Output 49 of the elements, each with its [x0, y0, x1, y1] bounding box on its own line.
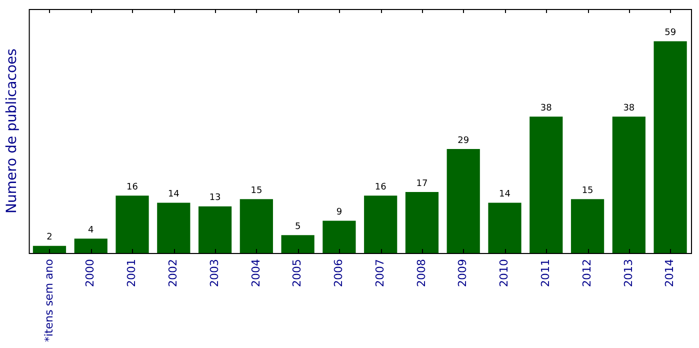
data-label: 15: [250, 186, 262, 196]
bar: [530, 116, 563, 254]
bar: [32, 246, 66, 254]
x-tick-label: *itens sem ano: [42, 258, 56, 342]
x-tick-label: 2002: [166, 259, 180, 288]
bar: [157, 202, 190, 254]
x-tick-label: 2005: [290, 259, 304, 288]
bar: [198, 206, 232, 254]
bar: [570, 199, 604, 254]
x-tick-label: 2008: [414, 259, 428, 288]
data-label: 16: [374, 182, 387, 192]
bar: [240, 199, 273, 254]
x-tick-label: 2003: [208, 259, 221, 288]
bar: [74, 238, 108, 254]
bar: [446, 148, 480, 254]
x-tick-label: 2012: [580, 259, 594, 288]
data-label: 14: [499, 190, 511, 200]
data-label: 38: [623, 103, 635, 114]
data-label: 15: [582, 186, 594, 196]
x-tick-label: 2009: [456, 259, 470, 288]
data-label: 38: [540, 103, 552, 114]
bar: [654, 41, 687, 254]
bar: [612, 116, 646, 254]
x-tick-label: 2006: [332, 259, 346, 288]
x-tick-label: 2010: [498, 259, 511, 288]
data-label: 5: [294, 222, 301, 232]
x-tick-label: 2000: [84, 259, 97, 288]
data-label: 17: [416, 178, 428, 189]
data-label: 2: [46, 232, 52, 243]
bar: [488, 202, 522, 254]
data-label: 14: [168, 190, 180, 200]
bar: [405, 192, 439, 254]
data-label: 29: [458, 136, 470, 146]
x-tick-label: 2014: [663, 259, 676, 288]
bar: [364, 196, 398, 254]
bar: [281, 235, 314, 254]
x-tick-label: 2011: [539, 259, 552, 288]
y-axis-title: Numero de publicacoes: [4, 48, 20, 214]
data-label: 16: [126, 182, 138, 192]
bar: [322, 220, 356, 254]
data-label: 4: [88, 226, 94, 236]
x-tick-label: 2001: [125, 259, 138, 288]
data-label: 59: [664, 28, 676, 38]
data-label: 9: [336, 208, 342, 218]
data-label: 13: [209, 193, 221, 204]
x-tick-label: 2007: [373, 259, 386, 288]
x-tick-label: 2004: [249, 259, 262, 288]
x-tick-label: 2013: [622, 259, 635, 288]
bar: [116, 196, 149, 254]
